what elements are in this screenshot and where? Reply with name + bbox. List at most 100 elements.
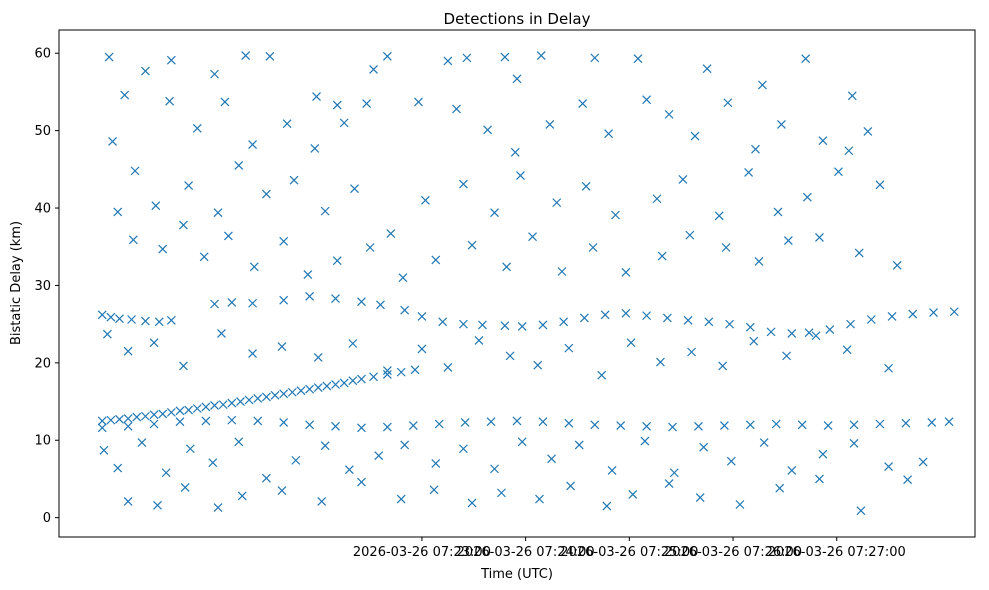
data-point-marker <box>687 347 696 357</box>
data-point-marker <box>253 416 263 426</box>
data-point-marker <box>149 419 159 429</box>
data-point-marker <box>714 211 724 221</box>
data-point-marker <box>339 378 349 388</box>
x-tick-label: 2026-03-26 07:27:00 <box>768 545 906 560</box>
data-point-marker <box>289 175 299 185</box>
data-point-marker <box>875 180 885 190</box>
data-point-marker <box>462 53 472 63</box>
data-point-marker <box>305 384 315 394</box>
data-point-marker <box>642 311 652 321</box>
data-point-marker <box>847 91 857 101</box>
data-point-marker <box>317 496 327 506</box>
data-point-marker <box>104 52 114 62</box>
data-point-marker <box>113 207 123 217</box>
data-point-marker <box>217 329 226 338</box>
data-point-marker <box>417 344 427 354</box>
data-point-marker <box>369 65 378 74</box>
data-point-marker <box>185 444 195 454</box>
data-point-marker <box>115 414 124 424</box>
data-point-marker <box>745 420 755 430</box>
data-point-marker <box>579 313 589 323</box>
data-point-marker <box>745 322 755 332</box>
data-point-marker <box>474 335 484 345</box>
data-point-marker <box>166 315 176 325</box>
data-point-marker <box>113 463 123 473</box>
data-point-marker <box>640 436 650 446</box>
data-point-marker <box>528 232 537 242</box>
data-point-marker <box>590 420 600 430</box>
data-point-marker <box>296 386 306 396</box>
data-point-marker <box>802 192 812 202</box>
data-point-marker <box>844 146 854 156</box>
data-point-marker <box>452 104 461 114</box>
data-point-marker <box>574 440 584 450</box>
data-point-marker <box>782 351 792 361</box>
data-point-marker <box>854 248 864 258</box>
data-point-marker <box>726 456 736 466</box>
data-point-marker <box>775 483 785 493</box>
data-point-marker <box>927 418 937 427</box>
data-point-marker <box>842 345 852 355</box>
data-point-marker <box>344 465 354 475</box>
data-point-marker <box>332 100 342 110</box>
data-point-marker <box>201 416 211 426</box>
data-point-marker <box>279 418 289 427</box>
data-point-marker <box>434 419 444 429</box>
data-point-marker <box>949 307 959 317</box>
data-point-marker <box>227 398 237 408</box>
data-point-marker <box>564 418 574 428</box>
data-point-marker <box>210 299 219 309</box>
data-point-marker <box>154 317 164 327</box>
data-point-marker <box>849 438 859 448</box>
data-point-marker <box>218 400 228 410</box>
data-point-marker <box>581 181 591 191</box>
data-point-marker <box>797 420 807 430</box>
chart-title: Detections in Delay <box>444 10 591 28</box>
data-point-marker <box>153 500 162 510</box>
data-point-marker <box>478 320 487 330</box>
data-point-marker <box>664 479 674 489</box>
data-point-marker <box>621 267 631 277</box>
data-point-marker <box>357 297 366 307</box>
y-tick-label: 60 <box>34 47 51 62</box>
data-point-marker <box>261 392 271 402</box>
data-point-marker <box>483 125 493 135</box>
data-point-marker <box>279 236 289 246</box>
data-point-marker <box>704 317 714 327</box>
data-point-marker <box>721 243 731 252</box>
data-point-marker <box>400 305 410 315</box>
data-point-marker <box>502 262 512 272</box>
data-point-marker <box>759 438 769 447</box>
points-layer <box>97 51 959 516</box>
x-tick-label: 2026-03-26 07:26:00 <box>664 545 802 560</box>
data-point-marker <box>683 315 693 325</box>
data-point-marker <box>718 361 728 371</box>
data-point-marker <box>357 423 366 433</box>
data-point-marker <box>678 174 688 184</box>
data-point-marker <box>123 421 133 431</box>
data-point-marker <box>458 319 468 329</box>
data-point-marker <box>180 483 190 492</box>
data-point-marker <box>158 409 168 419</box>
data-point-marker <box>320 206 330 216</box>
y-tick-label: 50 <box>34 124 51 139</box>
data-point-marker <box>486 417 496 427</box>
data-point-marker <box>804 328 814 338</box>
data-point-marker <box>590 53 600 63</box>
data-point-marker <box>866 315 876 324</box>
data-point-marker <box>510 147 520 157</box>
data-point-marker <box>597 370 607 380</box>
data-point-marker <box>443 56 453 66</box>
data-point-marker <box>578 99 588 108</box>
data-point-marker <box>398 273 408 283</box>
data-point-marker <box>382 51 392 61</box>
data-point-marker <box>903 475 913 485</box>
data-point-marker <box>400 440 410 450</box>
data-point-marker <box>552 198 562 208</box>
data-point-marker <box>166 407 176 417</box>
data-point-marker <box>723 98 733 108</box>
data-point-marker <box>621 308 631 318</box>
data-point-marker <box>201 402 211 412</box>
